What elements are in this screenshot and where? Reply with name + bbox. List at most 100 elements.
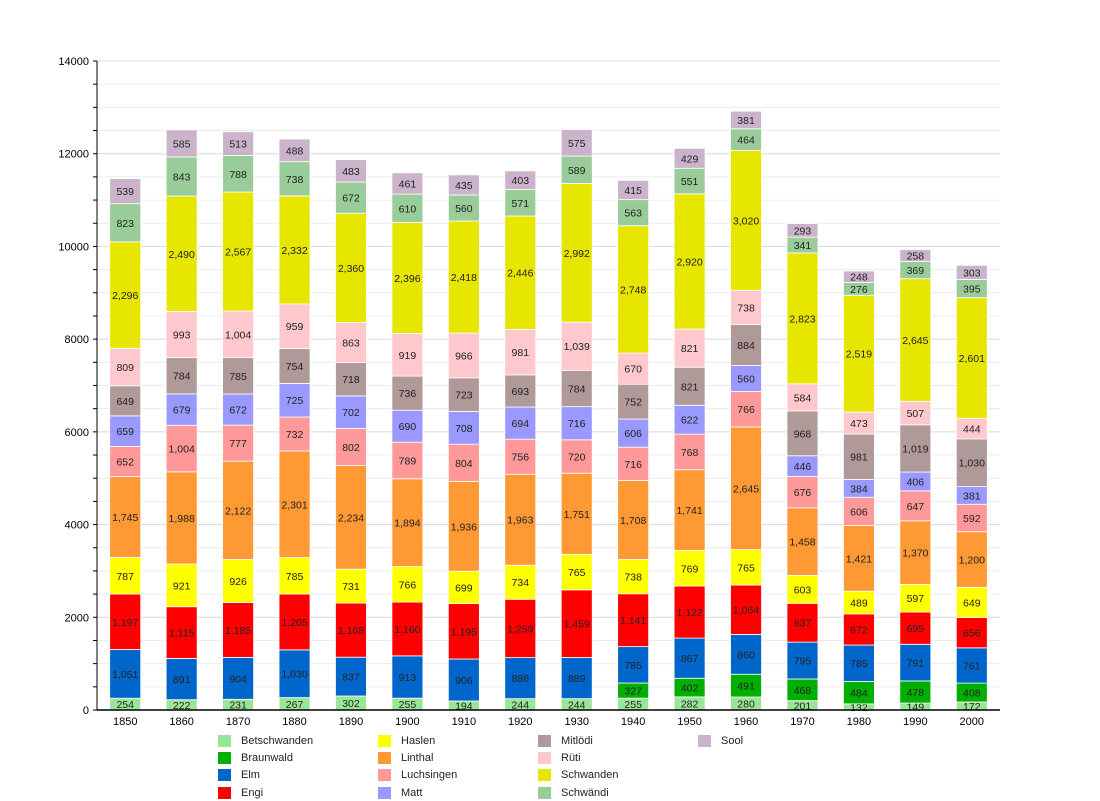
data-label: 716 — [568, 418, 586, 430]
bar-segment — [222, 357, 254, 395]
data-label: 478 — [907, 687, 925, 699]
bar-segment — [335, 395, 367, 429]
data-label: 2,418 — [451, 272, 477, 284]
bar-segment — [617, 646, 650, 684]
legend-item: Sool — [698, 732, 818, 749]
legend-item: Elm — [218, 767, 378, 784]
data-label: 904 — [229, 673, 247, 685]
data-label: 513 — [229, 139, 247, 151]
data-label: 693 — [512, 386, 530, 398]
data-label: 766 — [737, 404, 755, 416]
data-label: 867 — [681, 653, 699, 665]
data-label: 2,645 — [902, 335, 928, 347]
bar-segment — [730, 149, 762, 291]
x-tick-label: 1990 — [903, 716, 927, 728]
data-label: 720 — [568, 452, 586, 464]
bar-segment — [447, 220, 480, 334]
data-label: 837 — [794, 618, 812, 630]
data-label: 341 — [794, 240, 812, 252]
data-label: 1,936 — [451, 521, 477, 533]
bar-segment — [109, 649, 142, 699]
data-label: 787 — [116, 571, 134, 583]
data-label: 891 — [173, 674, 191, 686]
data-label: 415 — [624, 185, 642, 197]
bar-segment — [617, 559, 650, 595]
data-label: 921 — [173, 580, 191, 592]
bar-segment — [278, 161, 311, 197]
legend-swatch — [698, 734, 711, 747]
legend-label: Elm — [241, 769, 260, 782]
data-label: 571 — [512, 198, 530, 210]
bar-segment — [617, 225, 650, 354]
data-label: 1,963 — [507, 515, 533, 527]
data-label: 754 — [286, 361, 304, 373]
data-label: 584 — [794, 392, 812, 404]
bar-segment — [504, 438, 537, 475]
data-label: 731 — [342, 581, 360, 593]
data-label: 560 — [737, 374, 755, 386]
legend-swatch — [218, 734, 231, 747]
bar-segment — [673, 637, 706, 679]
data-label: 1,259 — [507, 623, 533, 635]
bar-segment — [109, 476, 142, 558]
data-label: 784 — [173, 371, 191, 383]
data-label: 606 — [624, 428, 642, 440]
bar-segment — [899, 490, 932, 522]
data-label: 444 — [963, 424, 981, 436]
data-label: 959 — [286, 321, 304, 333]
data-label: 652 — [116, 457, 134, 469]
data-label: 1,004 — [225, 329, 251, 341]
data-label: 1,030 — [281, 669, 307, 681]
legend-label: Mitlödi — [561, 734, 593, 747]
x-tick-label: 1950 — [677, 716, 701, 728]
bar-segment — [955, 297, 988, 419]
data-label: 575 — [568, 138, 586, 150]
x-tick-label: 1880 — [282, 716, 306, 728]
data-label: 280 — [737, 699, 755, 711]
bar-segment — [109, 241, 142, 349]
bar-segment — [955, 586, 988, 618]
data-label: 606 — [850, 506, 868, 518]
data-label: 327 — [624, 686, 642, 698]
data-label: 2,360 — [338, 263, 364, 275]
data-label: 795 — [794, 656, 812, 668]
data-label: 785 — [850, 658, 868, 670]
data-label: 725 — [286, 395, 304, 407]
data-label: 732 — [286, 429, 304, 441]
bar-segment — [560, 369, 593, 408]
data-label: 254 — [116, 699, 134, 711]
data-label: 659 — [116, 426, 134, 438]
bar-segment — [504, 564, 537, 600]
bar-segment — [165, 471, 198, 565]
bar-segment — [222, 559, 254, 603]
legend-label: Schwändi — [561, 786, 609, 799]
bar-segment — [899, 249, 932, 262]
bar-segment — [504, 374, 537, 408]
bar-segment — [617, 446, 650, 481]
data-label: 231 — [229, 700, 247, 712]
data-label: 384 — [850, 483, 868, 495]
data-label: 789 — [399, 455, 417, 467]
bar-segment — [504, 215, 537, 330]
data-label: 823 — [116, 218, 134, 230]
data-label: 473 — [850, 418, 868, 430]
data-label: 248 — [850, 272, 868, 284]
x-tick-label: 1900 — [395, 716, 419, 728]
bar-segment — [447, 481, 480, 572]
y-tick-label: 10000 — [58, 241, 89, 253]
data-label: 761 — [963, 660, 981, 672]
bar-segment — [165, 606, 198, 659]
x-tick-label: 1860 — [169, 716, 193, 728]
legend-label: Engi — [241, 786, 264, 799]
data-label: 369 — [907, 265, 925, 277]
data-label: 507 — [907, 408, 925, 420]
data-label: 708 — [455, 423, 473, 435]
data-label: 768 — [681, 447, 699, 459]
legend-item: Betschwanden — [218, 732, 378, 749]
data-label: 2,567 — [225, 247, 251, 259]
legend-item: Matt — [378, 784, 538, 801]
data-label: 1,741 — [676, 505, 702, 517]
bar-segment — [955, 438, 988, 488]
data-label: 622 — [681, 415, 699, 427]
bar-segment — [109, 593, 142, 650]
